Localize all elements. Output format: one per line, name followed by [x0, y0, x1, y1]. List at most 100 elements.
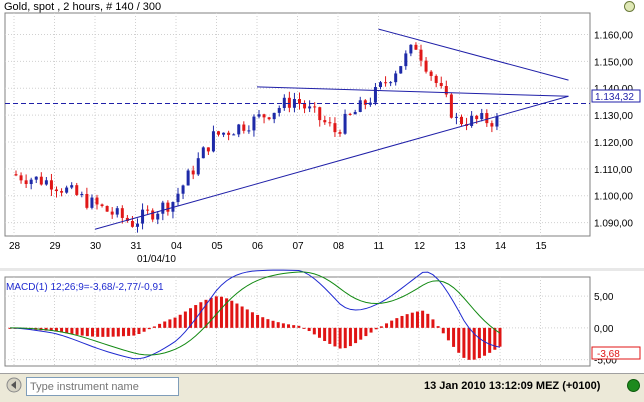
candle-up [257, 114, 261, 117]
macd-bar [379, 326, 383, 328]
time-tick-label: 28 [9, 241, 21, 252]
current-price-tag [591, 89, 641, 103]
macd-bar [472, 327, 476, 360]
macd-bar [312, 327, 316, 335]
macd-bar [214, 296, 218, 328]
candle-up [470, 115, 474, 126]
macd-bar [173, 317, 177, 328]
candle-up [394, 73, 398, 83]
candle-down [475, 115, 479, 120]
macd-bar [415, 311, 419, 328]
candle-down [363, 100, 367, 105]
candle-up [211, 131, 215, 152]
candle-up [389, 82, 393, 84]
macd-bar [374, 327, 378, 330]
macd-bar [405, 314, 409, 328]
status-datetime: 13 Jan 2010 13:12:09 MEZ (+0100) [424, 380, 601, 392]
price-tick-label: 1.130,00 [594, 111, 633, 122]
price-axis: 1.160,001.150,001.140,001.130,001.120,00… [594, 30, 633, 229]
candle-up [44, 180, 48, 185]
candle-down [191, 170, 195, 175]
macd-bar [343, 327, 347, 349]
candle-up [282, 97, 286, 109]
macd-bar [121, 327, 125, 337]
macd-bar [488, 327, 492, 353]
instrument-search-input[interactable] [26, 377, 179, 396]
macd-bar [91, 327, 95, 337]
candle-up [495, 116, 499, 127]
time-tick-label: 04 [171, 241, 183, 252]
candle-up [358, 100, 362, 112]
macd-bar [44, 327, 48, 331]
time-tick-label: 08 [333, 241, 345, 252]
candle-up [379, 82, 382, 88]
candle-down [318, 107, 322, 121]
macd-bar [333, 327, 337, 347]
candle-down [419, 49, 423, 61]
macd-bar [390, 320, 394, 328]
candle-down [49, 180, 53, 190]
macd-bar [235, 303, 239, 328]
macd-lines [9, 269, 501, 360]
macd-bar [457, 327, 461, 353]
candle-down [303, 103, 307, 109]
candle-down [414, 44, 418, 50]
candle-down [460, 116, 463, 125]
candle-down [55, 189, 58, 192]
candle-up [373, 87, 377, 103]
chart-title: Gold, spot , 2 hours, # 140 / 300 [4, 1, 162, 13]
candle-up [176, 193, 180, 203]
macd-bar [426, 313, 430, 328]
candle-down [323, 120, 327, 123]
macd-bar [168, 319, 172, 328]
macd-bar [292, 325, 296, 328]
macd-bar [421, 310, 425, 328]
candle-down [298, 98, 301, 104]
chart-control-icon[interactable] [624, 1, 635, 12]
back-arrow-icon[interactable] [6, 377, 22, 393]
candle-up [343, 113, 347, 134]
macd-bar [132, 327, 136, 336]
macd-bar [385, 323, 389, 328]
macd-bar [281, 323, 285, 328]
macd-bar [307, 327, 311, 332]
macd-bar [158, 323, 162, 328]
candle-down [227, 132, 231, 135]
trendline [378, 28, 569, 81]
candle-up [196, 158, 200, 175]
macd-bar [266, 319, 270, 328]
candle-down [338, 132, 342, 134]
candle-up [252, 116, 256, 131]
candle-down [444, 86, 448, 95]
time-tick-label: 14 [495, 241, 507, 252]
price-tick-label: 1.090,00 [594, 219, 633, 230]
candle-up [70, 185, 74, 188]
macd-bar [194, 305, 198, 328]
macd-bar [75, 327, 79, 335]
time-tick-label: 12 [414, 241, 426, 252]
macd-bar [219, 296, 223, 328]
macd-bar [328, 327, 332, 344]
macd-bar [147, 327, 151, 330]
macd-bar [240, 306, 244, 328]
macd-bar [446, 327, 450, 341]
macd-bar [183, 311, 187, 328]
candle-up [90, 197, 94, 208]
macd-bar [493, 327, 497, 350]
candle-down [485, 113, 489, 124]
time-tick-label: 11 [374, 241, 385, 252]
candle-down [39, 176, 43, 185]
candle-up [399, 66, 403, 74]
candle-down [262, 114, 266, 118]
macd-bar [101, 327, 105, 337]
macd-bar [111, 327, 115, 337]
chart-canvas[interactable]: 1.160,001.150,001.140,001.130,001.120,00… [0, 0, 644, 373]
panel-separator[interactable] [0, 268, 644, 271]
macd-bar [152, 326, 156, 328]
time-tick-label: 13 [455, 241, 467, 252]
candle-down [19, 175, 23, 181]
candle-up [34, 176, 38, 180]
candle-up [232, 134, 236, 136]
candle-down [490, 123, 494, 127]
macd-bar [245, 309, 249, 328]
